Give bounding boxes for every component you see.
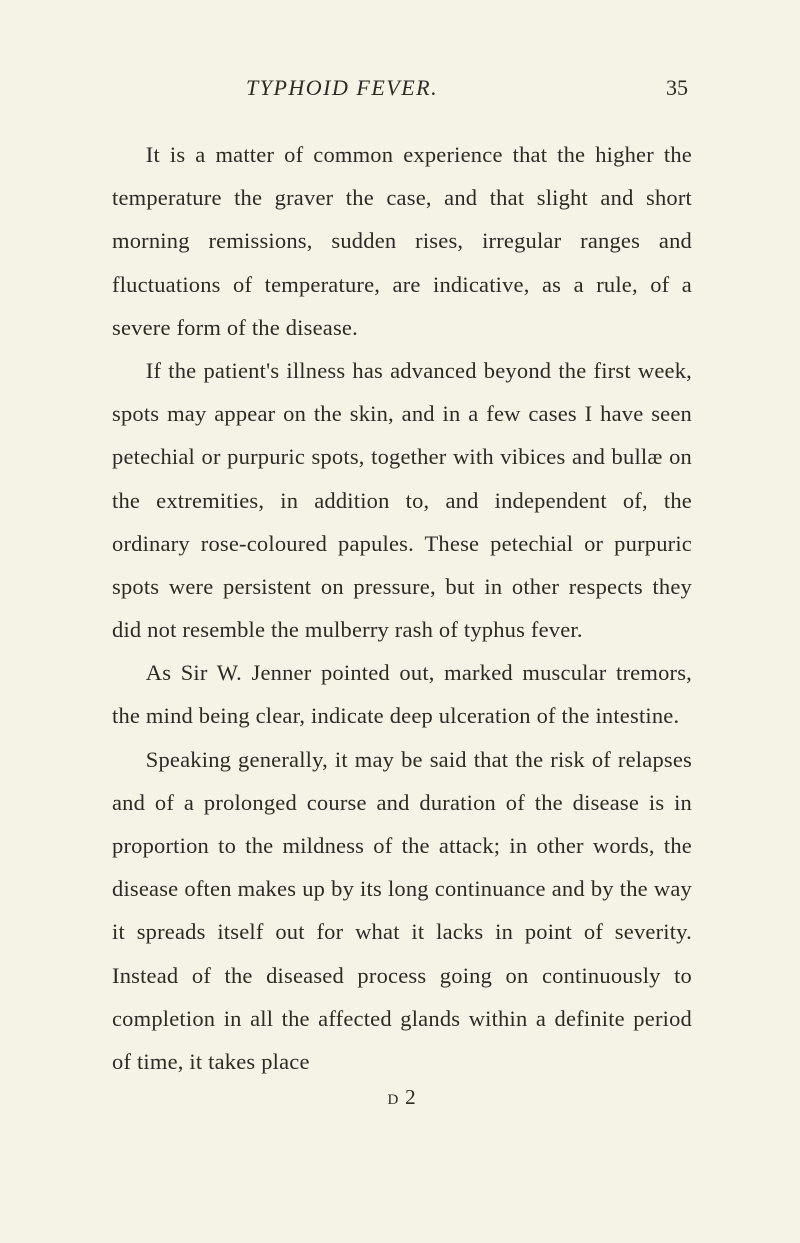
body-text: It is a matter of common experience that… xyxy=(112,133,692,1083)
paragraph-1: It is a matter of common experience that… xyxy=(112,133,692,349)
page-header: TYPHOID FEVER. 35 xyxy=(112,75,692,101)
running-title: TYPHOID FEVER. xyxy=(246,75,438,101)
paragraph-2: If the patient's illness has advanced be… xyxy=(112,349,692,651)
paragraph-3: As Sir W. Jenner pointed out, marked mus… xyxy=(112,651,692,737)
paragraph-4: Speaking generally, it may be said that … xyxy=(112,738,692,1084)
signature-mark: d 2 xyxy=(112,1085,692,1110)
page-number: 35 xyxy=(666,75,688,101)
